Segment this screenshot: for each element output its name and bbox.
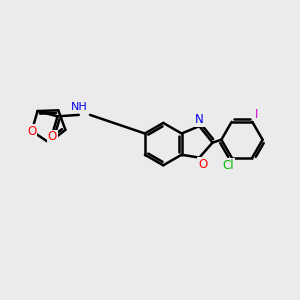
Text: O: O xyxy=(198,158,207,171)
Text: NH: NH xyxy=(70,102,87,112)
Text: Cl: Cl xyxy=(222,159,234,172)
Text: I: I xyxy=(255,108,258,121)
Text: N: N xyxy=(195,113,204,126)
Text: O: O xyxy=(48,130,57,143)
Text: O: O xyxy=(27,124,36,137)
